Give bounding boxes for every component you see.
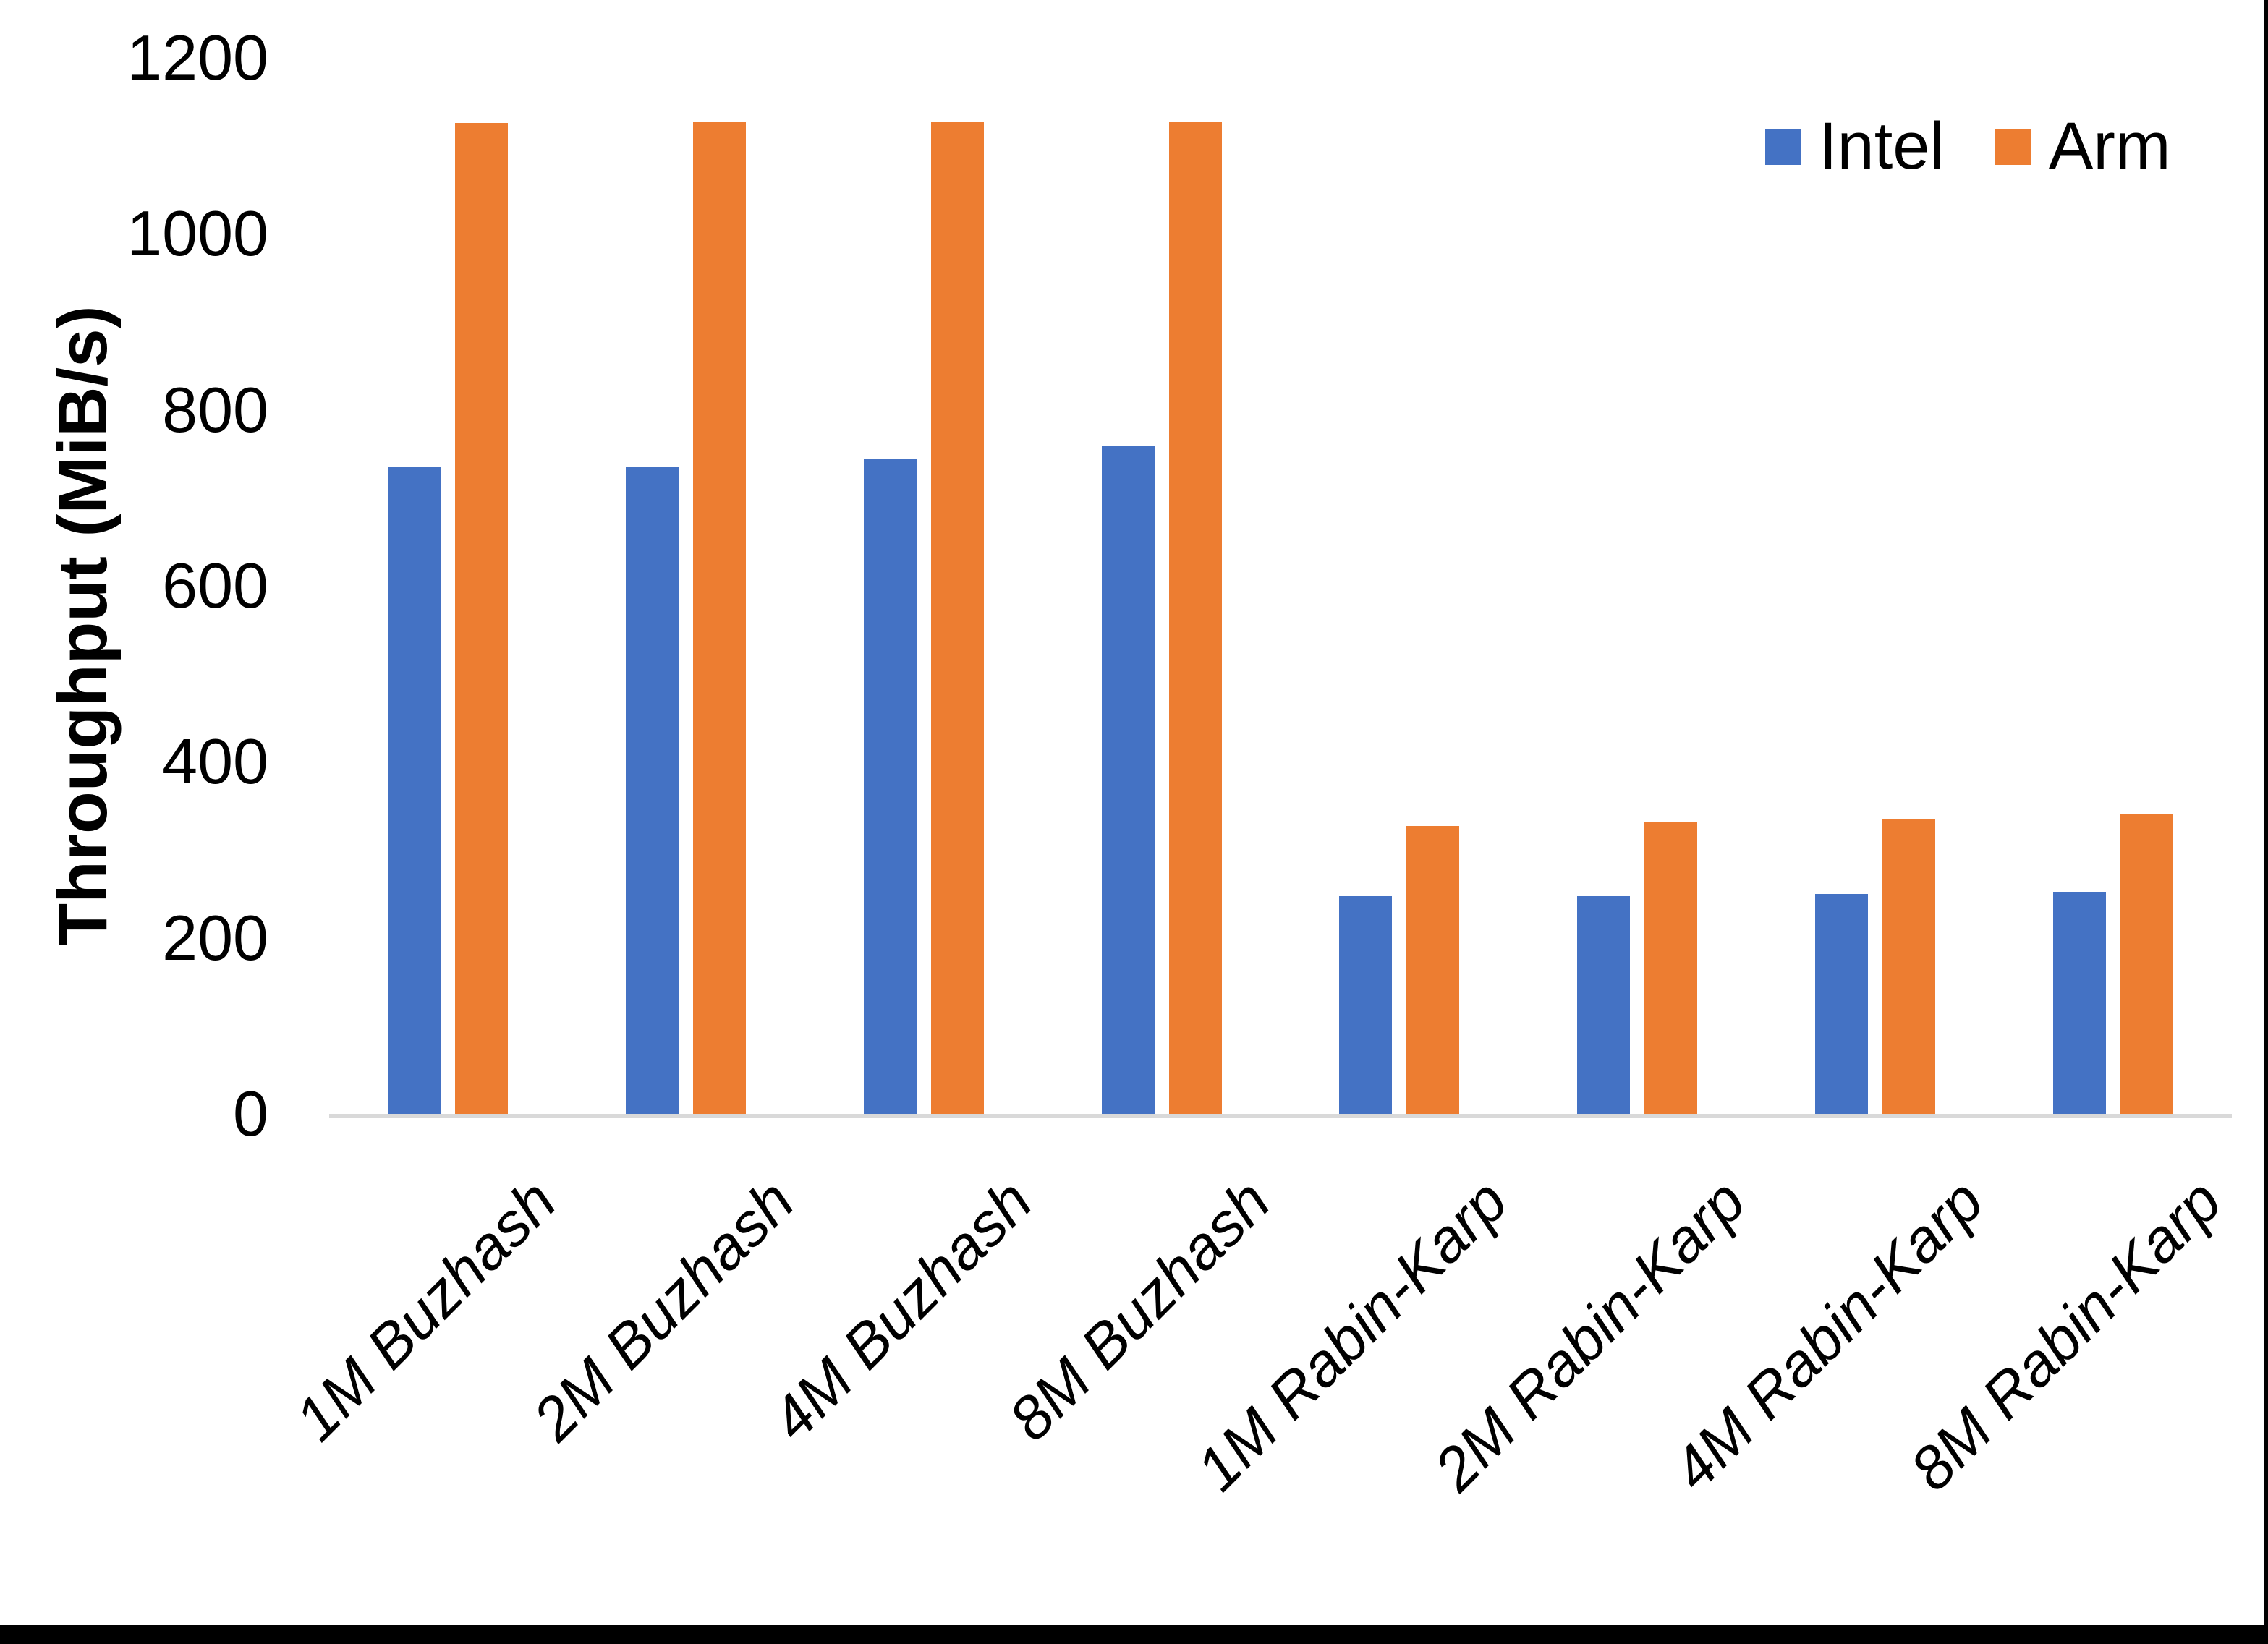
x-axis-line [329, 1114, 2232, 1118]
y-tick-label: 800 [162, 373, 268, 446]
legend-swatch-intel [1765, 128, 1801, 165]
window-border-right [2264, 0, 2268, 1644]
legend: Intel Arm [1765, 108, 2171, 184]
bar-arm-8 [2120, 814, 2173, 1114]
bar-arm-1 [455, 123, 508, 1114]
bar-arm-4 [1169, 122, 1222, 1114]
bar-arm-3 [931, 122, 984, 1114]
bar-intel-2 [626, 467, 679, 1114]
y-tick-label: 1000 [127, 197, 268, 270]
bar-arm-7 [1882, 819, 1935, 1114]
y-tick-label: 0 [233, 1078, 268, 1149]
bar-intel-6 [1577, 896, 1630, 1114]
bar-arm-2 [693, 122, 746, 1114]
bar-arm-5 [1406, 826, 1459, 1114]
bar-intel-3 [864, 459, 917, 1114]
legend-label-intel: Intel [1819, 109, 1945, 183]
legend-label-arm: Arm [2048, 109, 2171, 183]
y-tick-label: 1200 [127, 22, 268, 93]
legend-item-arm: Arm [1995, 108, 2171, 184]
window-border-bottom [0, 1625, 2268, 1644]
bar-intel-8 [2053, 892, 2106, 1114]
bar-arm-6 [1644, 822, 1697, 1114]
y-tick-label: 600 [162, 550, 268, 621]
y-tick-label: 200 [162, 901, 268, 974]
bar-intel-7 [1815, 894, 1868, 1114]
bar-intel-4 [1102, 446, 1155, 1114]
y-tick-label: 400 [162, 725, 268, 798]
legend-item-intel: Intel [1765, 108, 1945, 184]
bar-intel-5 [1339, 896, 1392, 1114]
legend-swatch-arm [1995, 128, 2031, 165]
bar-intel-1 [388, 467, 441, 1114]
